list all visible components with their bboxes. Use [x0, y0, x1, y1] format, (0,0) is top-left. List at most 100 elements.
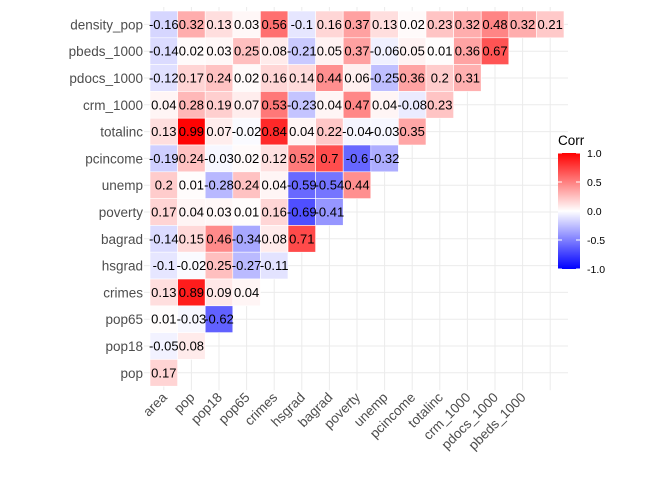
heatmap-cell — [232, 91, 261, 119]
heatmap-cell — [342, 10, 372, 39]
heatmap-cell — [425, 64, 454, 92]
cell-value-label: 0.04 — [179, 205, 204, 220]
heatmap-cell — [232, 10, 261, 39]
cell-value-label: 0.24 — [179, 151, 204, 166]
heatmap-cell — [287, 91, 316, 119]
heatmap-cell — [260, 91, 289, 119]
cell-value-label: 0.01 — [179, 178, 204, 193]
cell-value-label: 0.44 — [344, 178, 369, 193]
cell-value-label: -0.14 — [149, 44, 179, 59]
legend-colorbar — [558, 153, 580, 269]
cell-value-label: 0.08 — [179, 339, 204, 354]
cell-value-label: -0.02 — [177, 258, 207, 273]
y-tick-label: pop65 — [105, 312, 143, 327]
cell-value-label: 0.32 — [179, 17, 204, 32]
cell-value-label: 0.15 — [179, 231, 204, 246]
heatmap-cell — [204, 117, 234, 146]
cell-value-label: 0.36 — [400, 71, 425, 86]
heatmap-cell — [342, 117, 372, 146]
heatmap-cell — [204, 91, 234, 119]
cell-value-label: 0.03 — [206, 205, 231, 220]
cell-value-label: 0.21 — [538, 17, 563, 32]
heatmap-cell — [536, 10, 565, 39]
y-axis-tick-labels: density_pop pbeds_1000 pdocs_1000 crm_1000t… — [69, 17, 144, 380]
cell-value-label: 0.7 — [320, 151, 338, 166]
heatmap-cell — [177, 251, 206, 280]
cell-value-label: 0.13 — [151, 285, 176, 300]
y-tick-label: crm_1000 — [83, 98, 143, 113]
cell-value-label: 0.17 — [151, 205, 176, 220]
cell-value-label: 0.2 — [431, 71, 449, 86]
cell-value-label: -0.59 — [287, 178, 317, 193]
cell-value-label: 0.48 — [482, 17, 507, 32]
heatmap-cell — [398, 64, 427, 92]
cell-value-label: 0.13 — [151, 124, 176, 139]
cell-value-label: -0.14 — [149, 231, 179, 246]
heatmap-cell — [149, 278, 178, 307]
cell-value-label: 0.84 — [262, 124, 287, 139]
cell-value-label: 0.46 — [206, 231, 231, 246]
heatmap-cell — [232, 251, 261, 280]
heatmap-cell — [177, 305, 206, 333]
heatmap-cell — [177, 37, 206, 65]
cell-value-label: -0.02 — [232, 124, 262, 139]
cell-value-label: -0.27 — [232, 258, 262, 273]
y-tick-label: crimes — [103, 285, 143, 300]
cell-value-label: 0.16 — [262, 205, 287, 220]
heatmap-cell — [425, 10, 454, 39]
heatmap-cell — [370, 91, 399, 119]
cell-value-label: 0.19 — [206, 97, 231, 112]
x-tick-label: area — [140, 389, 170, 419]
cell-value-label: -0.6 — [346, 151, 368, 166]
cell-value-label: 0.17 — [151, 365, 176, 380]
cell-value-label: 0.44 — [317, 71, 342, 86]
heatmap-cell — [287, 10, 316, 39]
cell-value-label: 0.02 — [234, 71, 259, 86]
y-tick-label: poverty — [99, 205, 144, 220]
heatmap-cell — [342, 171, 372, 199]
cell-value-label: -0.12 — [149, 71, 179, 86]
cell-value-label: 0.07 — [234, 97, 259, 112]
heatmap-cell — [149, 91, 178, 119]
cell-labels: -0.16 0.32 0.13 0.03 0.56 -0.1 0.16 0.37 0.13 0.0… — [149, 17, 563, 380]
heatmap-cell — [177, 91, 206, 119]
heatmap-cell — [177, 332, 206, 360]
cell-value-label: -0.23 — [287, 97, 317, 112]
cell-value-label: 0.16 — [262, 71, 287, 86]
cell-value-label: 0.04 — [151, 97, 176, 112]
cell-value-label: 0.13 — [206, 17, 231, 32]
legend-tick-label: -1.0 — [587, 264, 605, 276]
cell-value-label: -0.03 — [204, 151, 234, 166]
heatmap-cell — [315, 10, 344, 39]
cell-value-label: 0.05 — [317, 44, 342, 59]
legend-tick-label: -0.5 — [587, 235, 605, 247]
heatmap-cell — [204, 305, 234, 333]
cell-value-label: -0.21 — [287, 44, 317, 59]
heatmap-cell — [149, 225, 178, 253]
cell-value-label: 0.47 — [344, 97, 369, 112]
heatmap-cell — [149, 198, 178, 226]
heatmap-cell — [260, 117, 289, 146]
heatmap-cell — [149, 37, 178, 65]
heatmap-cell — [287, 171, 316, 199]
cell-value-label: 0.23 — [427, 97, 452, 112]
heatmap-cell — [315, 64, 344, 92]
cell-value-label: 0.89 — [179, 285, 204, 300]
heatmap-cell — [260, 64, 289, 92]
cell-value-label: 0.01 — [234, 205, 259, 220]
cell-value-label: -0.11 — [260, 258, 289, 273]
heatmap-cell — [260, 251, 289, 280]
heatmap-cell — [177, 225, 206, 253]
cell-value-label: 0.99 — [179, 124, 204, 139]
y-tick-label: pdocs_1000 — [69, 71, 143, 86]
legend-tick-label: 0.0 — [587, 206, 602, 218]
heatmap-cell — [177, 171, 206, 199]
heatmap-cell — [425, 91, 454, 119]
heatmap-cell — [453, 10, 482, 39]
heatmap-cell — [287, 225, 316, 253]
cell-value-label: 0.67 — [482, 44, 507, 59]
heatmap-cell — [342, 37, 372, 65]
heatmap-cell — [149, 305, 178, 333]
cell-value-label: 0.17 — [179, 71, 204, 86]
heatmap-cell — [177, 198, 206, 226]
